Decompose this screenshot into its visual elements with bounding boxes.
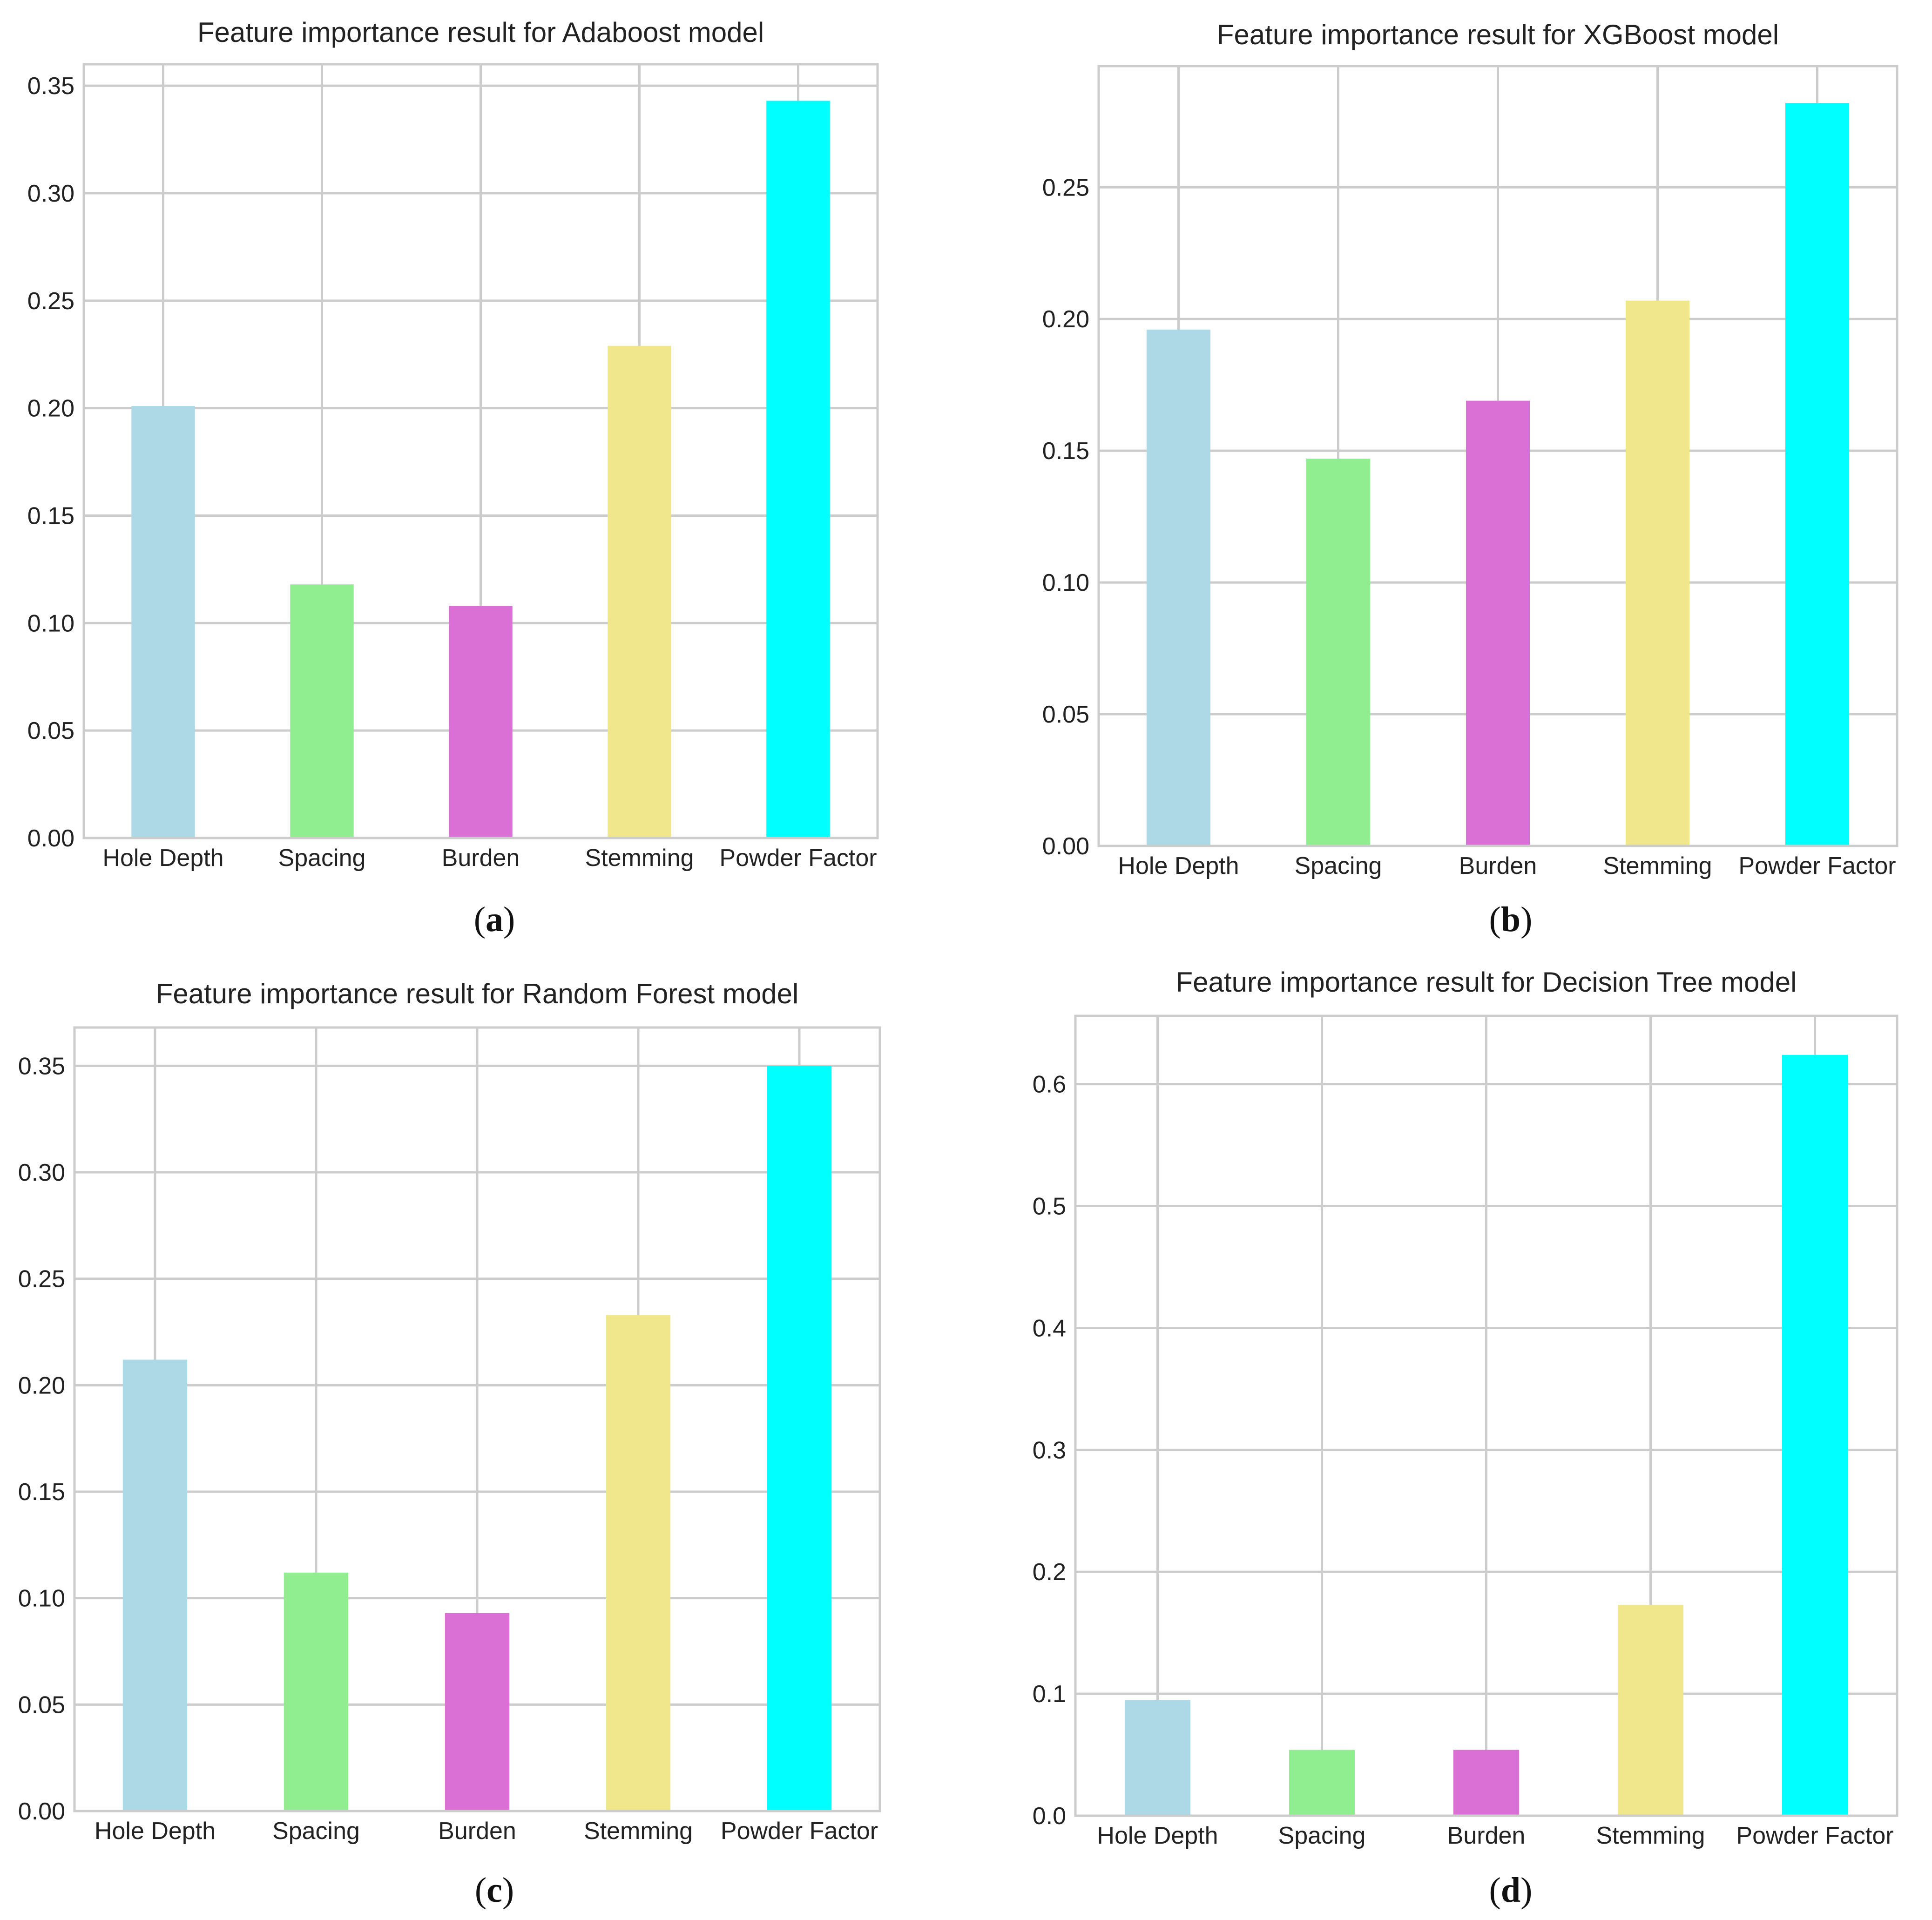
y-tick-label: 0.4 xyxy=(1033,1315,1066,1342)
x-tick-label: Spacing xyxy=(1278,1822,1366,1849)
bar-hole-depth xyxy=(1146,329,1211,846)
x-tick-label: Hole Depth xyxy=(1118,852,1239,879)
y-tick-label: 0.10 xyxy=(27,610,74,637)
bar-spacing xyxy=(284,1572,349,1811)
y-tick-label: 0.10 xyxy=(1042,569,1089,596)
y-tick-label: 0.00 xyxy=(18,1798,65,1825)
chart-panel-3: 0.00 0.05 0.10 0.15 0.20 0.25 0.30 0.35 Hole Dep… xyxy=(18,978,881,1910)
bar-spacing xyxy=(290,584,354,838)
chart-panel-1: 0.00 0.05 0.10 0.15 0.20 0.25 0.30 0.35 Hole Dep… xyxy=(27,17,879,939)
bar-stemming xyxy=(606,1315,671,1811)
x-tick-label: Burden xyxy=(442,845,520,872)
panel-label: (d) xyxy=(1489,1871,1533,1910)
x-tick-label: Hole Depth xyxy=(102,845,223,872)
bar-burden xyxy=(449,606,513,838)
bar-powder-factor xyxy=(1782,1055,1848,1816)
y-tick-label: 0.3 xyxy=(1033,1437,1066,1464)
y-tick-label: 0.25 xyxy=(18,1266,65,1293)
y-tick-label: 0.30 xyxy=(27,180,74,207)
y-tick-label: 0.25 xyxy=(1042,174,1089,201)
panel-label: (c) xyxy=(475,1871,514,1910)
chart-title: Feature importance result for Random For… xyxy=(156,978,799,1009)
x-tick-label: Powder Factor xyxy=(721,1818,878,1845)
bar-hole-depth xyxy=(131,406,195,838)
y-tick-label: 0.05 xyxy=(27,717,74,744)
panel-label: (a) xyxy=(474,900,515,939)
y-tick-label: 0.20 xyxy=(1042,306,1089,333)
panel-label-letter: b xyxy=(1501,900,1520,939)
x-tick-label: Hole Depth xyxy=(1097,1822,1218,1849)
y-tick-label: 0.1 xyxy=(1033,1681,1066,1708)
bar-stemming xyxy=(1617,1604,1684,1816)
chart-panel-4: 0.0 0.1 0.2 0.3 0.4 0.5 0.6 Hole Depth Spacing Bu… xyxy=(1033,967,1898,1910)
x-tick-label: Burden xyxy=(1447,1822,1526,1849)
y-tick-label: 0.5 xyxy=(1033,1193,1066,1220)
plot-frame xyxy=(73,1026,881,1812)
y-tick-label: 0.6 xyxy=(1033,1071,1066,1098)
bar-powder-factor xyxy=(767,1066,832,1811)
plot-frame xyxy=(1097,65,1898,847)
plot-frame xyxy=(1074,1014,1898,1817)
x-tick-label: Spacing xyxy=(272,1818,360,1845)
y-tick-label: 0.35 xyxy=(18,1053,65,1080)
x-tick-label: Stemming xyxy=(1596,1822,1705,1849)
bar-stemming xyxy=(608,345,671,838)
bar-burden xyxy=(445,1613,510,1811)
bar-burden xyxy=(1453,1750,1520,1816)
y-tick-label: 0.20 xyxy=(18,1372,65,1399)
y-tick-label: 0.35 xyxy=(27,73,74,100)
x-tick-label: Spacing xyxy=(278,845,366,872)
chart-title: Feature importance result for Adaboost m… xyxy=(197,17,764,48)
y-tick-label: 0.0 xyxy=(1033,1803,1066,1830)
y-tick-label: 0.00 xyxy=(27,825,74,852)
x-tick-label: Spacing xyxy=(1295,852,1382,879)
bar-hole-depth xyxy=(122,1359,188,1811)
bar-stemming xyxy=(1625,300,1690,846)
y-tick-label: 0.15 xyxy=(27,503,74,530)
panel-label: (b) xyxy=(1489,900,1533,939)
y-tick-label: 0.2 xyxy=(1033,1559,1066,1586)
chart-panel-2: 0.00 0.05 0.10 0.15 0.20 0.25 Hole Depth Spacin… xyxy=(1042,19,1898,939)
chart-title: Feature importance result for XGBoost mo… xyxy=(1217,19,1779,50)
panel-label-letter: a xyxy=(486,900,503,939)
y-tick-label: 0.15 xyxy=(18,1479,65,1506)
bar-powder-factor xyxy=(1785,103,1850,846)
x-tick-label: Powder Factor xyxy=(1738,852,1896,879)
bar-hole-depth xyxy=(1124,1700,1191,1816)
bar-spacing xyxy=(1306,459,1371,846)
panel-label-letter: c xyxy=(486,1871,502,1910)
x-tick-label: Hole Depth xyxy=(95,1818,216,1845)
bar-powder-factor xyxy=(766,101,830,838)
x-tick-label: Burden xyxy=(1459,852,1537,879)
x-tick-label: Stemming xyxy=(584,1818,693,1845)
x-tick-label: Burden xyxy=(438,1818,516,1845)
y-tick-label: 0.10 xyxy=(18,1585,65,1612)
x-tick-label: Powder Factor xyxy=(719,845,877,872)
panel-label-letter: d xyxy=(1501,1871,1520,1910)
y-tick-label: 0.05 xyxy=(1042,701,1089,728)
y-tick-label: 0.30 xyxy=(18,1159,65,1186)
chart-title: Feature importance result for Decision T… xyxy=(1176,967,1797,998)
x-tick-label: Stemming xyxy=(585,845,694,872)
plot-frame xyxy=(82,63,879,839)
x-tick-label: Powder Factor xyxy=(1736,1822,1893,1849)
bar-spacing xyxy=(1289,1750,1355,1816)
y-tick-label: 0.20 xyxy=(27,395,74,422)
bar-burden xyxy=(1466,400,1530,846)
y-tick-label: 0.05 xyxy=(18,1691,65,1718)
y-tick-label: 0.15 xyxy=(1042,438,1089,465)
x-tick-label: Stemming xyxy=(1603,852,1712,879)
y-tick-label: 0.00 xyxy=(1042,833,1089,860)
y-tick-label: 0.25 xyxy=(27,288,74,315)
